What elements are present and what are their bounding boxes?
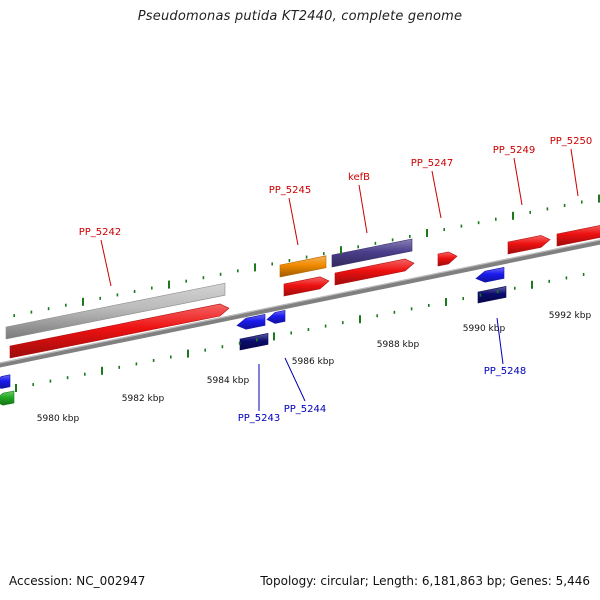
gene-label-reverse[interactable]: PP_5244 [284,404,327,415]
gene-pp5243-feature[interactable] [236,314,266,330]
gene-label-leader [358,184,368,234]
gene-pp5250-feature[interactable] [556,224,600,247]
gene-pp5242-pseudo-feature[interactable] [5,282,226,340]
scale-label: 5980 kbp [37,414,80,424]
scale-label: 5984 kbp [207,376,250,386]
scale-label: 5992 kbp [549,311,592,321]
gene-label-forward[interactable]: PP_5250 [550,136,593,147]
gene-label-forward[interactable]: PP_5242 [79,227,122,238]
map-title: Pseudomonas putida KT2440, complete geno… [137,9,463,24]
gene-kefB-purple-feature[interactable] [331,238,413,268]
gene-pp5247-feature[interactable] [437,251,458,267]
scale-label: 5986 kbp [292,357,335,367]
gene-label-forward[interactable]: PP_5247 [411,158,454,169]
gene-pp5248-navy-feature[interactable] [477,286,507,304]
gene-label-forward[interactable]: kefB [348,172,370,183]
gene-label-forward[interactable]: PP_5249 [493,145,536,156]
gene-pp5245-orange-feature[interactable] [279,255,327,278]
scale-label: 5990 kbp [463,324,506,334]
gene-pp5249-feature[interactable] [507,235,551,255]
gene-label-forward[interactable]: PP_5245 [269,185,312,196]
genome-backbone-highlight [0,239,600,364]
scale-label: 5988 kbp [377,340,420,350]
gene-label-leader [513,157,523,206]
gene-label-reverse[interactable]: PP_5243 [238,413,281,424]
accession-label: Accession: NC_002947 [9,574,146,588]
gene-label-leader [284,357,306,402]
gene-pp5245-feature[interactable] [283,276,330,297]
gene-label-leader [100,239,112,287]
gene-label-leader [431,170,442,219]
gene-kefB-feature[interactable] [334,258,415,286]
left-edge-blue-feature[interactable] [0,374,11,389]
gene-label-leader [570,148,579,197]
genome-stats-label: Topology: circular; Length: 6,181,863 bp… [260,574,590,588]
gene-pp5248-feature[interactable] [475,267,505,283]
genome-backbone [0,239,600,368]
gene-pp5243-navy-feature[interactable] [239,333,269,351]
scale-label: 5982 kbp [122,394,165,404]
gene-label-leader [496,317,504,365]
gene-label-reverse[interactable]: PP_5248 [484,366,527,377]
left-edge-green-feature[interactable] [0,390,15,406]
gene-pp5244-feature[interactable] [266,310,286,324]
gene-label-leader [288,197,299,246]
gene-pp5242-feature[interactable] [9,303,230,359]
